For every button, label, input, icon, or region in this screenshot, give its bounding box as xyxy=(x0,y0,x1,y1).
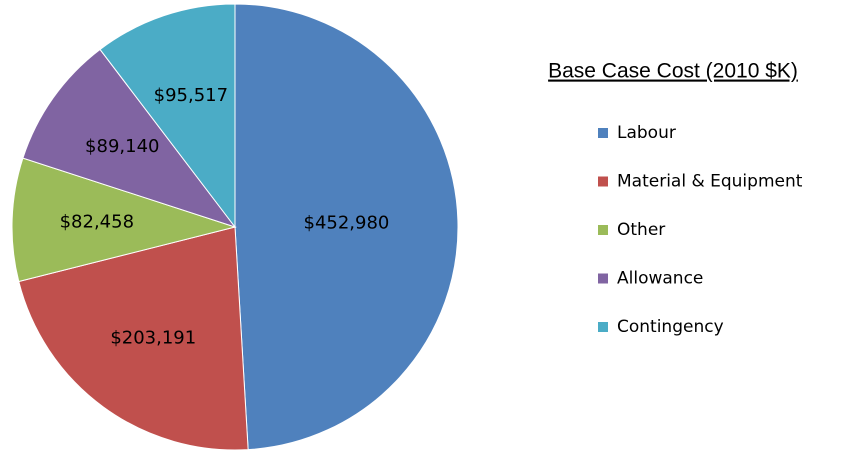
legend-swatch xyxy=(598,128,608,138)
legend-label: Labour xyxy=(617,123,676,143)
legend-swatch xyxy=(598,273,608,284)
data-label: $452,980 xyxy=(304,213,390,234)
data-label: $82,458 xyxy=(60,211,134,232)
legend-swatch xyxy=(598,225,608,235)
pie-slice xyxy=(234,3,459,451)
pie-slice xyxy=(11,157,237,283)
data-label: $89,140 xyxy=(85,136,159,157)
data-label: $203,191 xyxy=(110,328,196,349)
legend-swatch xyxy=(598,322,608,332)
legend-label: Contingency xyxy=(617,317,724,337)
legend-label: Other xyxy=(617,220,665,240)
chart-title: Base Case Cost (2010 $K) xyxy=(548,60,798,83)
legend-swatch xyxy=(598,176,608,187)
legend-label: Material & Equipment xyxy=(617,172,803,192)
pie-slice xyxy=(22,48,237,228)
data-label: $95,517 xyxy=(154,85,228,106)
pie-slice xyxy=(99,3,236,229)
pie-slice xyxy=(18,226,249,451)
legend-label: Allowance xyxy=(617,269,703,289)
